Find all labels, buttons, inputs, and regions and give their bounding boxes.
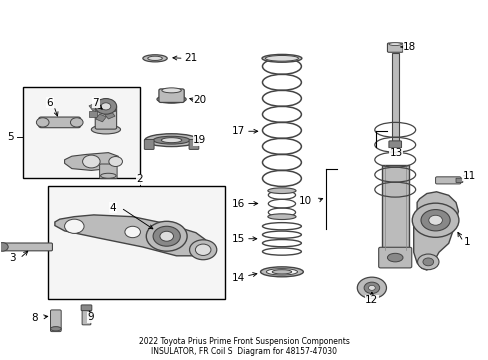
Ellipse shape	[262, 54, 301, 62]
Ellipse shape	[157, 95, 186, 103]
Ellipse shape	[267, 188, 295, 194]
Ellipse shape	[147, 56, 162, 60]
Circle shape	[411, 203, 458, 237]
Circle shape	[124, 226, 140, 238]
Ellipse shape	[266, 269, 297, 275]
Ellipse shape	[162, 88, 181, 93]
Ellipse shape	[142, 55, 167, 62]
Text: 10: 10	[298, 195, 311, 206]
Text: 11: 11	[462, 171, 475, 181]
Circle shape	[82, 155, 100, 168]
FancyBboxPatch shape	[159, 89, 184, 103]
Ellipse shape	[161, 138, 182, 143]
Circle shape	[364, 282, 379, 293]
Bar	[89, 111, 97, 117]
Text: 20: 20	[193, 95, 206, 105]
FancyBboxPatch shape	[50, 310, 61, 332]
Bar	[107, 105, 115, 111]
Circle shape	[109, 157, 122, 166]
Polygon shape	[64, 153, 120, 170]
Circle shape	[422, 258, 433, 266]
Circle shape	[36, 118, 49, 127]
Text: 19: 19	[193, 135, 206, 145]
Circle shape	[101, 103, 111, 110]
Ellipse shape	[101, 173, 116, 178]
Circle shape	[357, 277, 386, 298]
Ellipse shape	[153, 136, 189, 144]
Text: 16: 16	[231, 198, 244, 208]
Text: 9: 9	[87, 312, 94, 322]
Circle shape	[428, 215, 442, 225]
Circle shape	[189, 240, 216, 260]
Ellipse shape	[386, 253, 402, 262]
FancyBboxPatch shape	[435, 177, 460, 184]
FancyBboxPatch shape	[378, 247, 411, 268]
Text: 6: 6	[46, 98, 53, 108]
FancyBboxPatch shape	[455, 178, 462, 183]
Text: 14: 14	[231, 273, 244, 283]
Bar	[381, 165, 408, 251]
Text: 8: 8	[31, 313, 38, 323]
Ellipse shape	[267, 214, 295, 220]
Ellipse shape	[50, 327, 61, 331]
FancyBboxPatch shape	[386, 43, 402, 52]
Bar	[391, 53, 398, 144]
Polygon shape	[413, 192, 458, 270]
FancyBboxPatch shape	[39, 117, 81, 128]
Text: 18: 18	[403, 42, 416, 52]
Ellipse shape	[144, 134, 198, 147]
Bar	[89, 103, 100, 111]
Text: 15: 15	[231, 234, 244, 244]
Ellipse shape	[272, 270, 291, 274]
Bar	[104, 111, 115, 119]
Circle shape	[64, 219, 84, 233]
Text: 17: 17	[231, 126, 244, 136]
Circle shape	[146, 221, 187, 251]
Text: 2: 2	[136, 174, 143, 184]
Text: 1: 1	[463, 237, 469, 247]
Bar	[47, 186, 224, 298]
Circle shape	[70, 118, 83, 127]
Text: 5: 5	[7, 132, 14, 141]
Circle shape	[153, 226, 180, 246]
Bar	[23, 87, 140, 177]
FancyBboxPatch shape	[1, 243, 52, 251]
FancyBboxPatch shape	[95, 105, 116, 129]
Text: 12: 12	[365, 295, 378, 305]
Circle shape	[0, 243, 8, 251]
Ellipse shape	[265, 55, 298, 61]
Circle shape	[420, 210, 449, 231]
Bar	[98, 100, 108, 108]
Ellipse shape	[91, 125, 120, 134]
Text: 3: 3	[9, 253, 15, 263]
Circle shape	[95, 99, 116, 114]
Ellipse shape	[260, 267, 303, 277]
Circle shape	[417, 254, 438, 270]
Ellipse shape	[388, 43, 401, 45]
FancyBboxPatch shape	[100, 164, 117, 179]
FancyBboxPatch shape	[388, 141, 401, 148]
Text: 4: 4	[110, 203, 116, 213]
FancyBboxPatch shape	[189, 139, 199, 149]
Polygon shape	[55, 215, 210, 256]
Text: 13: 13	[389, 148, 402, 158]
Text: 21: 21	[184, 53, 197, 63]
Bar	[96, 114, 106, 122]
FancyBboxPatch shape	[82, 307, 91, 325]
Circle shape	[160, 231, 173, 241]
FancyBboxPatch shape	[81, 305, 92, 311]
Circle shape	[195, 244, 210, 256]
Circle shape	[368, 285, 374, 290]
Text: 2022 Toyota Prius Prime Front Suspension Components
INSULATOR, FR Coil S  Diagra: 2022 Toyota Prius Prime Front Suspension…	[139, 337, 349, 356]
Text: 7: 7	[92, 98, 99, 108]
FancyBboxPatch shape	[144, 139, 154, 149]
